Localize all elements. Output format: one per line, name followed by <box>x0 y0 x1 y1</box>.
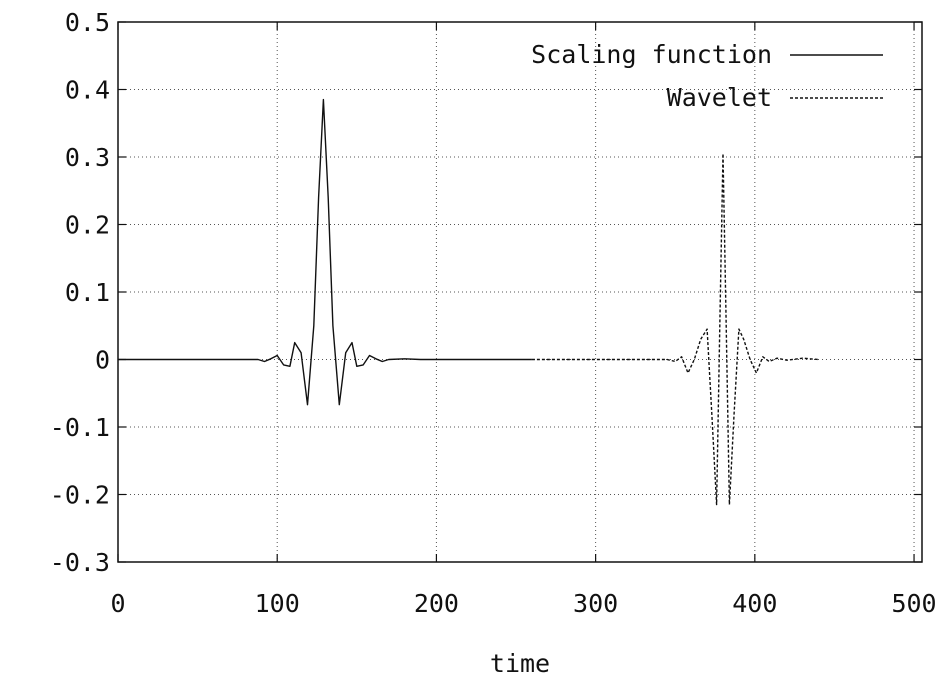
ticks <box>117 21 922 563</box>
x-tick-label: 200 <box>414 589 459 618</box>
tick-labels: 0 100 200 300 400 500 -0.3 -0.2 -0.1 0 0.1 0.2 0.3 0.… <box>50 8 937 618</box>
scaling-function-line <box>118 98 532 406</box>
series-layer <box>118 98 819 506</box>
legend-label: Scaling function <box>531 40 772 69</box>
x-tick-label: 100 <box>255 589 300 618</box>
legend-label: Wavelet <box>667 83 772 112</box>
y-tick-label: 0.1 <box>65 278 110 307</box>
x-axis-title: time <box>490 649 550 678</box>
y-tick-label: -0.3 <box>50 548 110 577</box>
x-tick-label: 300 <box>573 589 618 618</box>
y-tick-label: 0.4 <box>65 76 110 105</box>
y-tick-label: 0.5 <box>65 8 110 37</box>
y-tick-label: -0.1 <box>50 413 110 442</box>
legend: Scaling function Wavelet <box>531 40 883 112</box>
x-tick-label: 400 <box>732 589 777 618</box>
grid <box>118 22 922 562</box>
x-tick-label: 0 <box>110 589 125 618</box>
y-tick-label: -0.2 <box>50 481 110 510</box>
y-tick-label: 0 <box>95 346 110 375</box>
x-tick-label: 500 <box>891 589 936 618</box>
y-tick-label: 0.2 <box>65 211 110 240</box>
wavelet-line <box>531 152 819 506</box>
y-tick-label: 0.3 <box>65 143 110 172</box>
